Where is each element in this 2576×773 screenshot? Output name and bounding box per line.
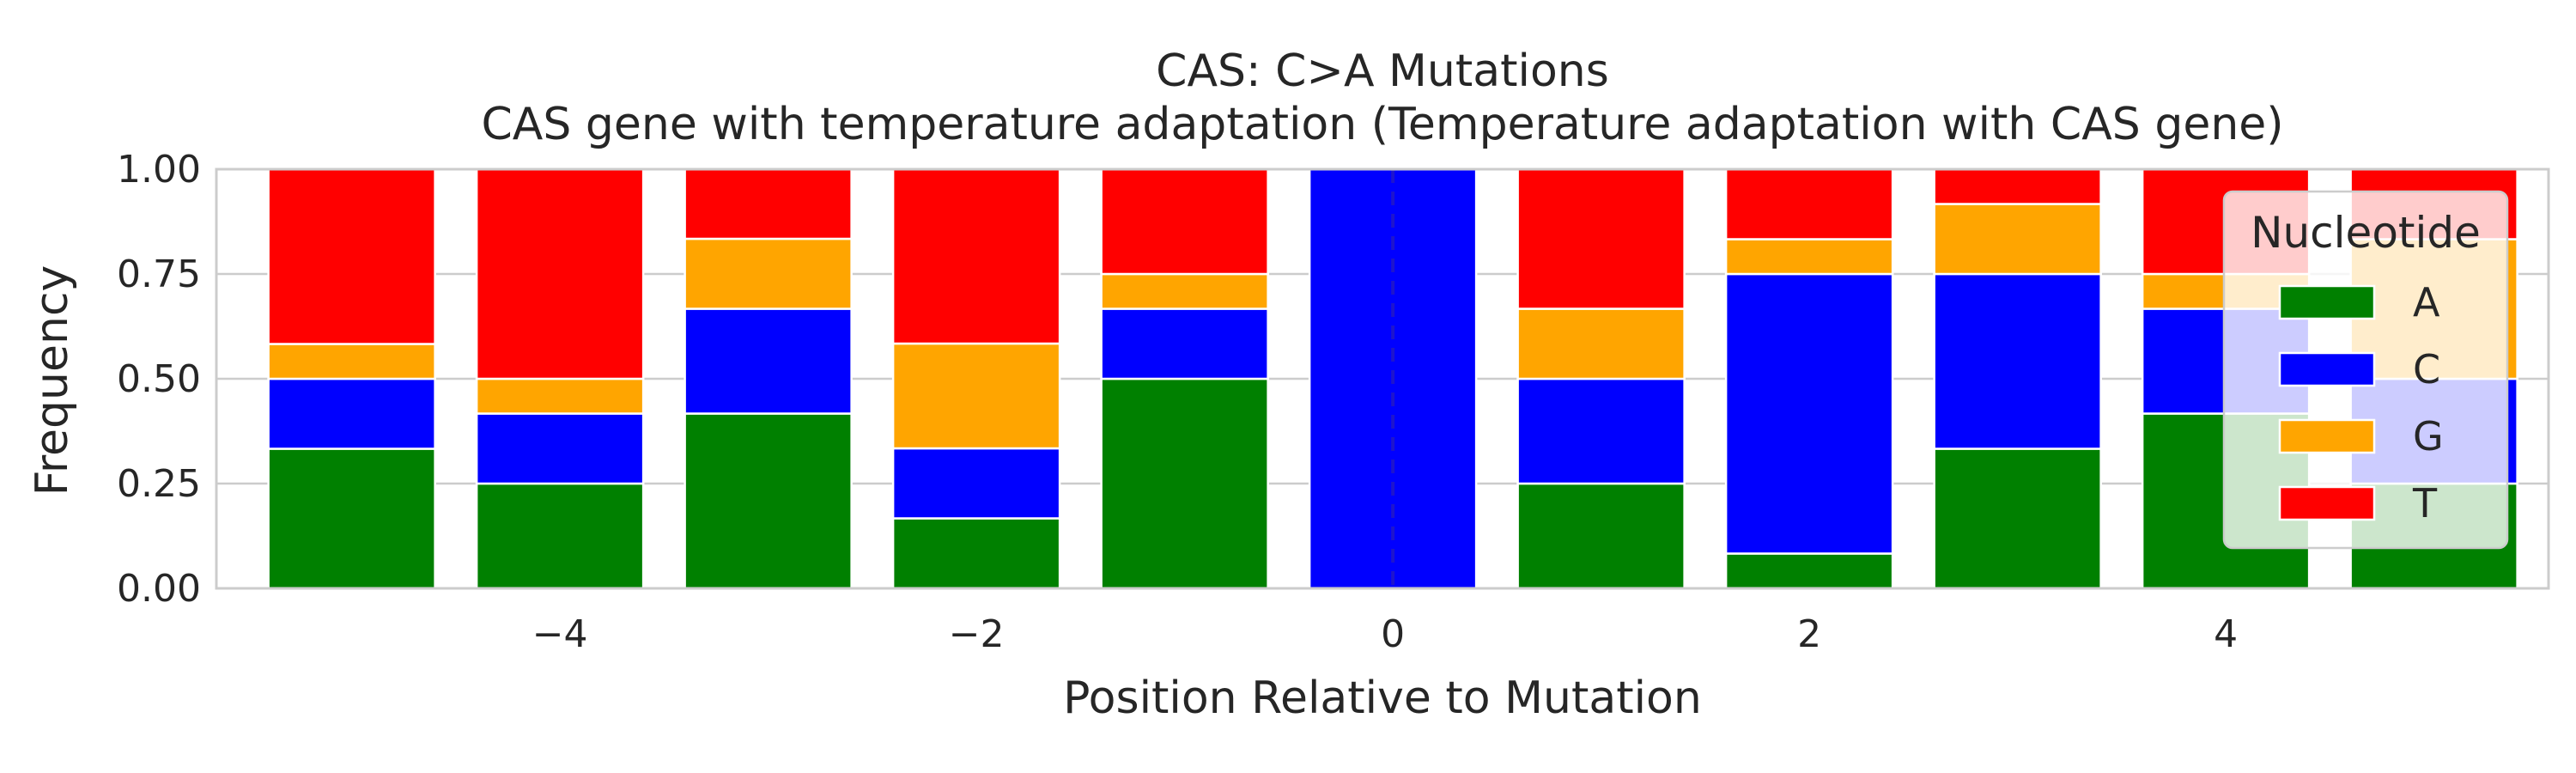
- bar-segment-T: [891, 167, 1061, 345]
- y-tick-label: 0.25: [117, 462, 201, 506]
- x-tick-label: −2: [949, 612, 1005, 656]
- bar-segment-C: [891, 447, 1061, 520]
- y-axis-label: Frequency: [27, 265, 78, 496]
- bar-segment-A: [1933, 447, 2102, 590]
- bar-segment-G: [1933, 203, 2102, 276]
- bar-segment-G: [891, 342, 1061, 450]
- bar-segment-A: [891, 517, 1061, 590]
- bar-segment-A: [1516, 482, 1686, 590]
- bar-segment-G: [267, 343, 436, 380]
- x-tick-label: 4: [2214, 612, 2238, 656]
- x-tick-label: 0: [1381, 612, 1405, 656]
- chart-subtitle: CAS gene with temperature adaptation (Te…: [481, 99, 2283, 150]
- x-axis-label: Position Relative to Mutation: [1063, 673, 1702, 724]
- bar-segment-G: [683, 237, 853, 310]
- bar-segment-T: [1933, 167, 2102, 205]
- bar-segment-G: [475, 377, 645, 415]
- legend-swatch-T: [2278, 485, 2376, 521]
- bar-segment-T: [1724, 167, 1894, 240]
- bar-segment-T: [475, 167, 645, 380]
- x-tick-label: 2: [1797, 612, 1821, 656]
- y-tick-label: 1.00: [117, 148, 201, 192]
- bar-segment-T: [683, 167, 853, 240]
- y-tick-label: 0.50: [117, 357, 201, 401]
- bar-segment-T: [1100, 167, 1269, 276]
- bar-segment-C: [475, 412, 645, 485]
- bar-segment-A: [683, 412, 853, 590]
- bar-segment-A: [475, 482, 645, 590]
- y-tick-label: 0.75: [117, 253, 201, 296]
- legend-label-G: G: [2413, 413, 2444, 460]
- bar-segment-T: [1516, 167, 1686, 310]
- bar-segment-A: [1100, 377, 1269, 590]
- axes-frame-layer: [215, 167, 2550, 590]
- bar-segment-C: [1933, 272, 2102, 450]
- bar-segment-G: [1516, 307, 1686, 380]
- chart-title: CAS: C>A Mutations: [1156, 46, 1609, 97]
- bar-segment-A: [267, 447, 436, 590]
- bar-segment-C: [1724, 272, 1894, 555]
- x-tick-label: −4: [532, 612, 588, 656]
- bar-segment-A: [1724, 552, 1894, 590]
- bar-segment-C: [1100, 307, 1269, 380]
- legend-swatch-G: [2278, 418, 2376, 454]
- bar-segment-G: [1724, 238, 1894, 276]
- bar-segment-C: [267, 377, 436, 450]
- bar-segment-C: [1516, 377, 1686, 485]
- legend-label-A: A: [2413, 279, 2440, 326]
- legend-title: Nucleotide: [2251, 208, 2481, 258]
- legend-swatch-A: [2278, 284, 2376, 320]
- bar-segment-G: [1100, 272, 1269, 310]
- bar-segment-T: [267, 167, 436, 345]
- legend-label-C: C: [2413, 346, 2440, 393]
- axes-frame: [215, 167, 2550, 590]
- bar-segment-C: [683, 307, 853, 415]
- legend-swatch-C: [2278, 351, 2376, 387]
- ticks-layer: 0.00 0.25 0.50 0.75 1.00 −4 −2 0 2 4: [117, 148, 2238, 656]
- y-tick-label: 0.00: [117, 567, 201, 611]
- legend-label-T: T: [2412, 480, 2438, 526]
